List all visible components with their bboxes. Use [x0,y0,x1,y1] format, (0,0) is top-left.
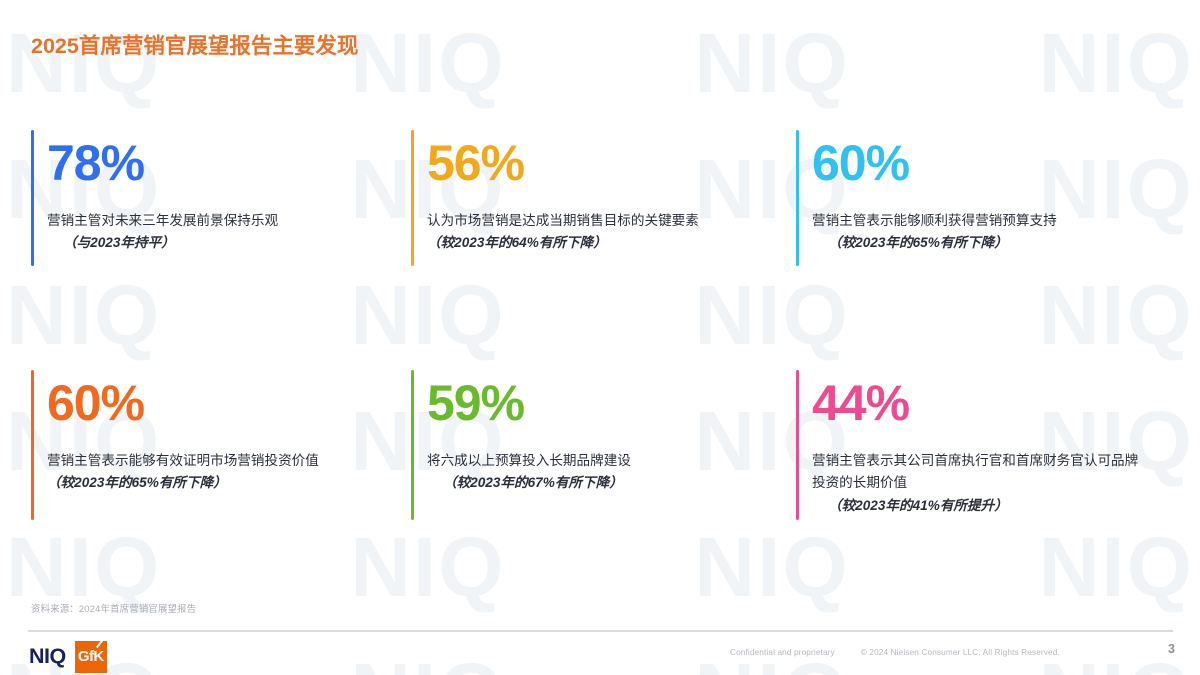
source-note: 资料来源：2024年首席营销官展望报告 [31,603,197,614]
stat-accent-bar [796,370,799,520]
stat-description-text: 营销主管对未来三年发展前景保持乐观 [47,213,279,228]
stat-accent-bar [411,130,414,266]
gfk-logo: GfK [74,639,107,673]
brand-lockup: NIQ GfK [29,639,107,673]
page-title: 2025首席营销官展望报告主要发现 [31,34,359,58]
stat-comparison-note: （较2023年的67%有所下降） [443,475,623,491]
stat-description: 营销主管表示能够有效证明市场营销投资价值 （较2023年的65%有所下降） [47,450,385,495]
stat-value: 60% [47,375,145,431]
stat-description-text: 营销主管表示能够顺利获得营销预算支持 [812,213,1057,228]
stat-value: 78% [47,135,145,191]
stat-description: 认为市场营销是达成当期销售目标的关键要素 （较2023年的64%有所下降） [427,210,765,255]
stat-description-text: 将六成以上预算投入长期品牌建设 [427,453,631,468]
footer-meta: Confidential and proprietary © 2024 Niel… [730,648,1200,657]
stat-comparison-note: （较2023年的41%有所提升） [828,497,1008,513]
stat-card: 44% 营销主管表示其公司首席执行官和首席财务官认可品牌投资的长期价值 （较20… [796,368,1176,520]
stat-value: 59% [427,375,525,431]
stat-description: 将六成以上预算投入长期品牌建设 （较2023年的67%有所下降） [427,450,765,495]
stat-value: 44% [812,375,910,431]
stat-accent-bar [796,130,799,266]
stat-card: 60% 营销主管表示能够顺利获得营销预算支持 （较2023年的65%有所下降） [796,128,1176,368]
stat-accent-bar [411,370,414,520]
stat-description-text: 营销主管表示其公司首席执行官和首席财务官认可品牌投资的长期价值 [812,453,1139,491]
page-number: 3 [1168,642,1175,656]
stat-description: 营销主管对未来三年发展前景保持乐观 （与2023年持平） [47,210,385,255]
stat-card: 60% 营销主管表示能够有效证明市场营销投资价值 （较2023年的65%有所下降… [31,368,411,520]
stat-value: 56% [427,135,525,191]
stat-card: 78% 营销主管对未来三年发展前景保持乐观 （与2023年持平） [31,128,411,368]
footer-divider [28,630,1173,632]
stat-card: 56% 认为市场营销是达成当期销售目标的关键要素 （较2023年的64%有所下降… [411,128,796,368]
stat-accent-bar [31,130,34,266]
copyright-label: © 2024 Nielsen Consumer LLC. All Rights … [860,648,1060,657]
stat-description-text: 营销主管表示能够有效证明市场营销投资价值 [47,453,319,468]
stat-comparison-note: （与2023年持平） [63,235,175,251]
confidentiality-label: Confidential and proprietary [730,648,835,657]
stat-description-text: 认为市场营销是达成当期销售目标的关键要素 [427,213,699,228]
stat-comparison-note: （较2023年的65%有所下降） [828,235,1008,251]
stat-comparison-note: （较2023年的64%有所下降） [427,235,607,251]
stat-comparison-note: （较2023年的65%有所下降） [47,475,227,491]
key-findings-grid: 78% 营销主管对未来三年发展前景保持乐观 （与2023年持平） 56% 认为市… [31,128,1176,520]
stat-description: 营销主管表示其公司首席执行官和首席财务官认可品牌投资的长期价值 （较2023年的… [812,450,1150,517]
gfk-logo-text: GfK [77,647,104,665]
niq-logo: NIQ [29,644,66,669]
stat-description: 营销主管表示能够顺利获得营销预算支持 （较2023年的65%有所下降） [812,210,1150,255]
stat-card: 59% 将六成以上预算投入长期品牌建设 （较2023年的67%有所下降） [411,368,796,520]
stat-accent-bar [31,370,34,520]
stat-value: 60% [812,135,910,191]
footer: NIQ GfK Confidential and proprietary © 2… [0,636,1200,675]
